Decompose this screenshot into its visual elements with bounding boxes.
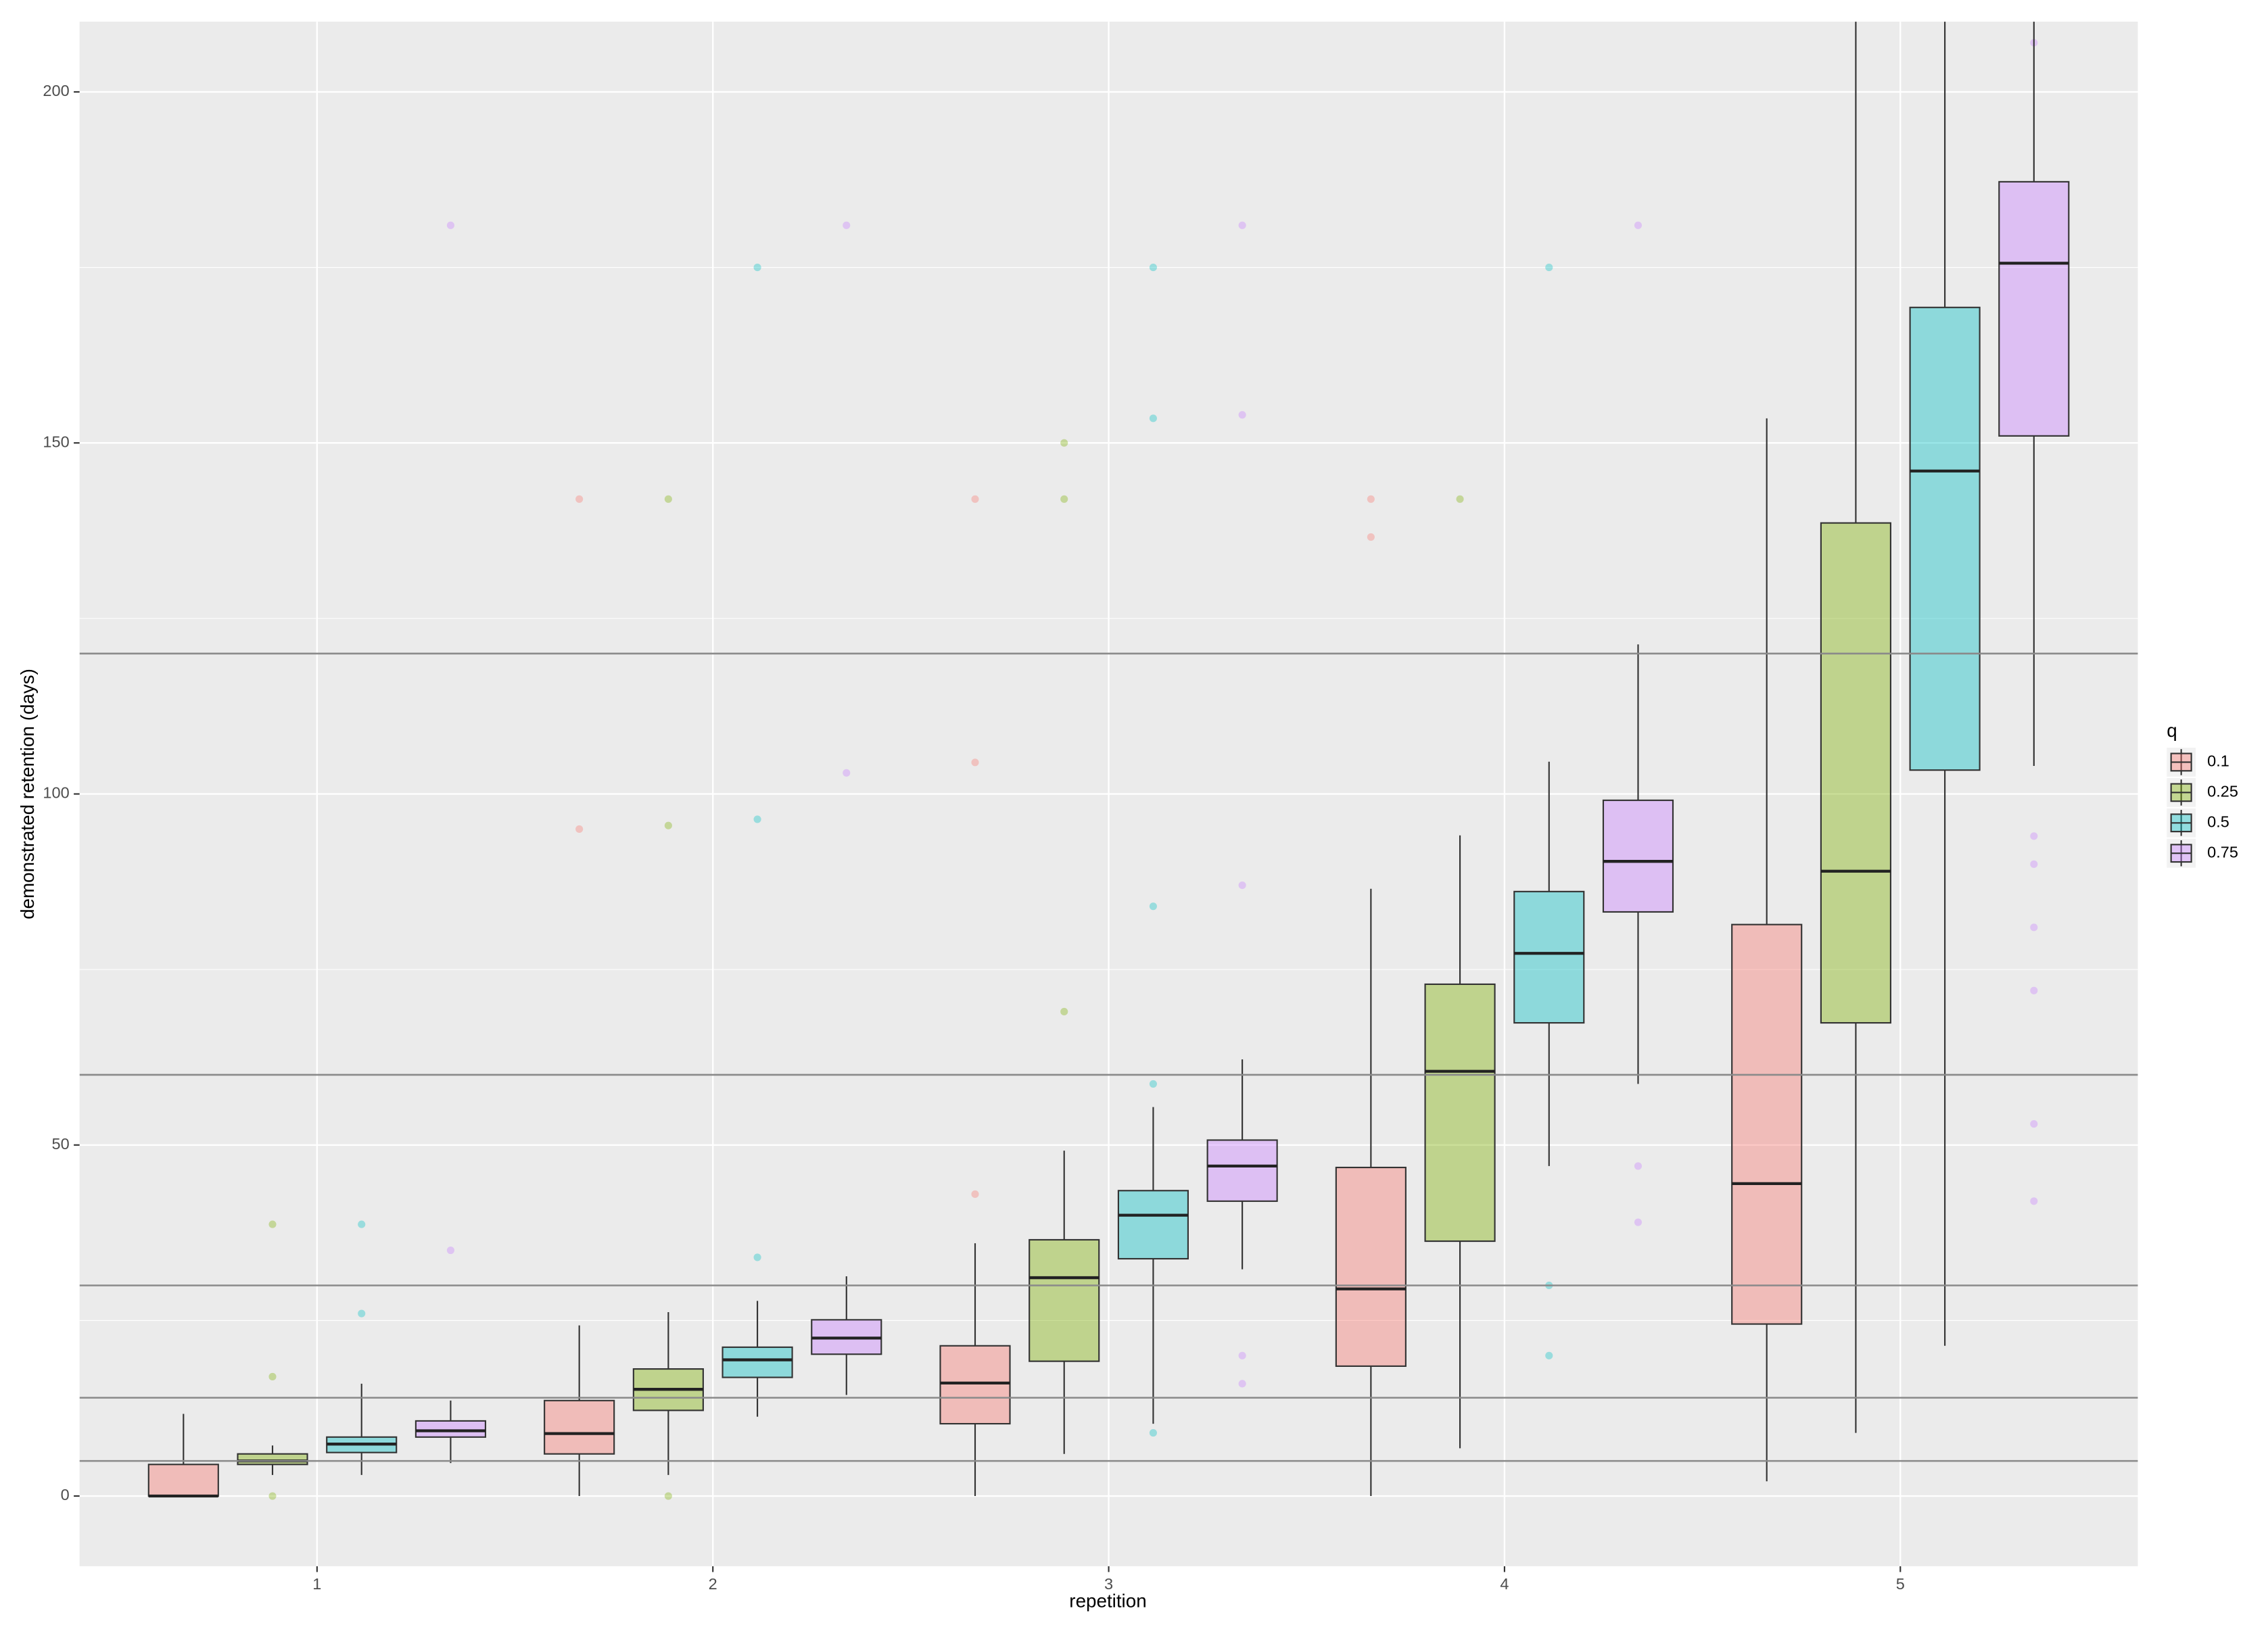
- outlier-point: [1149, 264, 1157, 272]
- outlier-point: [446, 221, 454, 229]
- outlier-point: [1367, 495, 1375, 503]
- outlier-point: [575, 495, 584, 503]
- outlier-point: [1149, 1080, 1157, 1088]
- box: [1998, 180, 2070, 437]
- outlier-point: [2030, 860, 2038, 868]
- outlier-point: [1456, 495, 1464, 503]
- box: [1820, 522, 1892, 1024]
- outlier-point: [268, 1220, 277, 1228]
- outlier-point: [1545, 264, 1553, 272]
- box: [1513, 890, 1585, 1024]
- box: [1335, 1166, 1407, 1367]
- outlier-point: [1634, 1162, 1643, 1170]
- box: [237, 1453, 308, 1466]
- outlier-point: [1060, 495, 1068, 503]
- outlier-point: [268, 1492, 277, 1500]
- legend-label: 0.25: [2207, 783, 2238, 800]
- outlier-point: [446, 1246, 454, 1255]
- legend: q 0.1 0.25 0.5 0.75: [2167, 720, 2238, 868]
- outlier-point: [971, 758, 979, 767]
- outlier-point: [575, 825, 584, 833]
- axes: 0 50 100 150 200 1 2 3 4 5: [43, 82, 1904, 1593]
- outlier-point: [664, 1492, 672, 1500]
- x-tick-label: 5: [1896, 1575, 1905, 1593]
- box: [1206, 1139, 1278, 1202]
- outlier-point: [971, 1190, 979, 1199]
- legend-title: q: [2167, 720, 2177, 741]
- box: [1424, 983, 1496, 1243]
- outlier-point: [1238, 881, 1246, 890]
- legend-label: 0.5: [2207, 813, 2229, 830]
- outlier-point: [971, 495, 979, 503]
- outlier-point: [1367, 533, 1375, 541]
- outlier-point: [2030, 832, 2038, 840]
- y-tick-label: 150: [43, 433, 69, 450]
- outlier-point: [1149, 902, 1157, 911]
- x-tick-label: 2: [709, 1575, 717, 1593]
- outlier-point: [753, 1253, 761, 1261]
- outlier-point: [664, 821, 672, 829]
- box: [544, 1399, 615, 1455]
- outlier-point: [1634, 221, 1643, 229]
- box: [147, 1464, 219, 1497]
- y-tick-label: 200: [43, 82, 69, 99]
- outlier-point: [1545, 1351, 1553, 1359]
- legend-label: 0.75: [2207, 843, 2238, 861]
- outlier-point: [1060, 1007, 1068, 1016]
- outlier-point: [2030, 1120, 2038, 1128]
- outlier-point: [1149, 414, 1157, 423]
- box: [939, 1345, 1011, 1425]
- outlier-point: [843, 221, 851, 229]
- box: [1602, 799, 1674, 913]
- outlier-point: [843, 769, 851, 777]
- x-tick-label: 1: [312, 1575, 321, 1593]
- box: [722, 1346, 793, 1378]
- outlier-point: [2030, 986, 2038, 994]
- outlier-point: [1149, 1429, 1157, 1437]
- outlier-point: [1634, 1218, 1643, 1226]
- box: [1117, 1190, 1189, 1260]
- x-tick-label: 4: [1500, 1575, 1509, 1593]
- y-axis-title: demonstrated retention (days): [17, 669, 38, 919]
- box: [1029, 1238, 1100, 1362]
- outlier-point: [1238, 1351, 1246, 1359]
- y-tick-label: 0: [61, 1486, 70, 1503]
- outlier-point: [664, 495, 672, 503]
- outlier-point: [1238, 221, 1246, 229]
- box: [1909, 306, 1981, 771]
- outlier-point: [358, 1220, 366, 1228]
- box: [415, 1420, 486, 1438]
- marks: [79, 22, 2138, 1500]
- outlier-point: [2030, 1197, 2038, 1205]
- outlier-point: [1238, 1380, 1246, 1388]
- grid: [79, 22, 2138, 1566]
- outlier-point: [358, 1309, 366, 1318]
- legend-label: 0.1: [2207, 752, 2229, 770]
- outlier-point: [2030, 923, 2038, 932]
- outlier-point: [268, 1372, 277, 1381]
- y-tick-label: 50: [52, 1135, 70, 1153]
- outlier-point: [1238, 411, 1246, 419]
- y-tick-label: 100: [43, 784, 69, 802]
- box: [1731, 923, 1803, 1325]
- outlier-point: [753, 815, 761, 823]
- outlier-point: [753, 264, 761, 272]
- outlier-point: [1060, 439, 1068, 447]
- x-axis-title: repetition: [1069, 1591, 1146, 1612]
- x-tick-label: 3: [1104, 1575, 1113, 1593]
